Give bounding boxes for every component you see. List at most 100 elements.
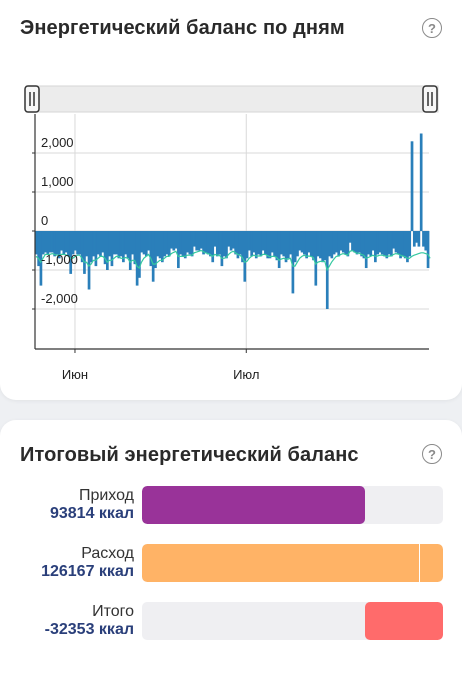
chart-bar <box>362 231 366 259</box>
chart-bar <box>172 231 176 251</box>
chart-bar <box>165 231 169 255</box>
chart-bar <box>335 231 338 253</box>
help-icon[interactable]: ? <box>422 444 442 464</box>
chart-bar <box>248 231 251 251</box>
total-balance-title: Итоговый энергетический баланс <box>20 444 359 466</box>
daily-balance-title: Энергетический баланс по дням <box>20 17 345 39</box>
chart-bar <box>415 231 418 243</box>
chart-bar <box>115 231 118 255</box>
total-value: -32353 ккал <box>44 621 134 638</box>
chart-bar <box>383 231 386 257</box>
help-icon[interactable]: ? <box>422 18 442 38</box>
chart-bar <box>374 231 377 263</box>
chart-bar <box>135 231 139 286</box>
chart-bar <box>209 231 212 257</box>
chart-bar <box>170 231 173 249</box>
chart-bar <box>286 231 290 259</box>
chart-bar <box>112 231 116 255</box>
chart-bar <box>346 231 350 257</box>
chart-bar <box>277 231 281 269</box>
chart-bar <box>380 231 384 255</box>
y-tick-label: 0 <box>41 213 48 228</box>
chart-bar <box>364 231 368 269</box>
chart-bar <box>355 231 359 255</box>
chart-bar <box>270 231 274 253</box>
chart-bar <box>376 231 380 255</box>
chart-bar <box>73 231 77 251</box>
chart-bar <box>83 231 86 274</box>
chart-bar <box>55 231 59 255</box>
chart-bar <box>131 231 134 255</box>
chart-bar <box>154 231 157 269</box>
chart-bar <box>332 231 336 255</box>
chart-bar <box>133 231 137 265</box>
chart-bar <box>183 231 187 259</box>
income-label: Приход 93814 ккал <box>50 487 134 523</box>
expense-value: 126167 ккал <box>41 563 134 580</box>
chart-bar <box>357 231 361 253</box>
chart-bar <box>215 231 219 257</box>
total-bar-fill <box>364 602 443 640</box>
daily-balance-chart: 2,000 1,000 0 -1,000 -2,000 Июн Июл <box>24 85 439 382</box>
chart-bar <box>174 231 178 249</box>
range-slider-right-handle[interactable] <box>422 85 438 113</box>
chart-bar <box>69 231 73 274</box>
chart-bar <box>403 231 407 259</box>
chart-bar <box>158 231 162 259</box>
chart-bar <box>225 231 228 259</box>
chart-bar <box>222 231 226 257</box>
chart-bar <box>371 231 375 251</box>
chart-bar <box>186 231 189 253</box>
chart-bar <box>78 231 82 255</box>
chart-bar <box>126 231 130 259</box>
chart-bar <box>110 231 114 267</box>
chart-bar <box>241 231 244 263</box>
chart-bar <box>35 231 38 255</box>
chart-bar <box>406 231 409 263</box>
chart-bar <box>206 231 210 255</box>
chart-bar <box>160 231 164 263</box>
chart-bar <box>367 231 370 255</box>
chart-bar <box>64 231 68 253</box>
chart-bar <box>280 231 283 255</box>
chart-bar <box>92 231 95 257</box>
x-tick-label: Июл <box>233 367 259 382</box>
chart-bar <box>399 231 402 259</box>
chart-bar <box>422 231 425 247</box>
chart-bar <box>419 133 423 231</box>
chart-bar <box>144 231 148 257</box>
chart-bar <box>296 231 299 257</box>
range-slider-track[interactable] <box>25 85 439 113</box>
chart-bar <box>412 231 416 247</box>
chart-bar <box>351 231 354 251</box>
range-slider-left-handle[interactable] <box>24 85 40 113</box>
chart-bar <box>163 231 166 257</box>
chart-bar <box>312 231 315 261</box>
chart-bar <box>117 231 121 259</box>
trend-line <box>35 249 431 272</box>
chart-bar <box>62 231 66 255</box>
chart-bar <box>348 231 352 243</box>
chart-bar <box>53 231 57 257</box>
chart-bar <box>410 141 414 231</box>
total-name: Итого <box>92 603 134 620</box>
chart-bar <box>339 231 343 251</box>
income-bar-fill <box>142 486 365 524</box>
chart-bar <box>60 231 63 251</box>
chart-bar <box>353 231 357 253</box>
chart-bar <box>128 231 132 270</box>
chart-bar <box>227 231 231 247</box>
chart-bar <box>293 231 297 263</box>
chart-bar <box>51 231 54 253</box>
y-tick-label: -2,000 <box>41 291 78 306</box>
chart-bar <box>316 231 320 257</box>
chart-bar <box>289 231 292 255</box>
chart-bar <box>314 231 318 286</box>
chart-bar <box>108 231 111 257</box>
chart-bar <box>85 231 89 257</box>
chart-bar <box>392 231 396 249</box>
chart-bar <box>181 231 185 257</box>
chart-bar <box>261 231 265 251</box>
chart-bar <box>119 231 123 257</box>
chart-bar <box>177 231 180 269</box>
